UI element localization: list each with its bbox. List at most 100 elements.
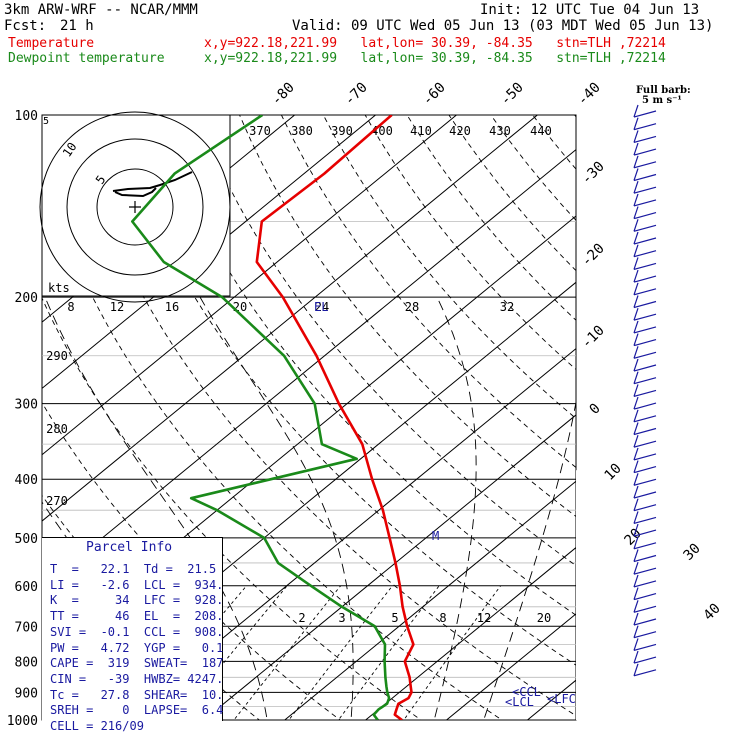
wind-barb-staff	[633, 377, 657, 385]
wind-barb-flag	[633, 257, 639, 270]
wind-barb-flag	[633, 600, 639, 613]
isotherm-label: 40	[701, 601, 724, 624]
mixing-ratio-label: 12	[477, 611, 491, 625]
wind-barb-staff	[633, 529, 657, 537]
ccl-label: <CCL	[512, 685, 541, 699]
parcel-info-row: TT = 46 EL = 208.	[50, 609, 224, 624]
wind-barb-flag	[633, 384, 639, 397]
parcel-info-title: Parcel Info	[86, 540, 173, 555]
dry-adiabat-line	[42, 297, 422, 720]
parcel-info-row: LI = -2.6 LCL = 934.	[50, 577, 224, 592]
fcst-label: Fcst:	[4, 18, 47, 34]
isotherm-label: -70	[342, 80, 371, 109]
wind-barb-flag	[633, 536, 639, 549]
wind-barb-staff	[633, 364, 657, 372]
wind-barb	[633, 409, 657, 423]
wind-barb-flag	[633, 549, 639, 562]
moist-adiabat-line	[199, 296, 354, 720]
barb-legend: Full barb: 5 m s⁻¹	[636, 86, 691, 106]
parcel-info-row: SVI = -0.1 CCL = 908.	[50, 624, 224, 639]
wind-barb	[633, 231, 657, 245]
hodograph-box	[41, 114, 231, 297]
isotherm-line	[42, 149, 576, 589]
hodograph-units: kts	[48, 281, 70, 295]
mixing-ratio-line	[233, 585, 341, 720]
isotherm-label: 0	[587, 401, 604, 418]
temperature-location-info: x,y=922.18,221.99 lat,lon= 30.39, -84.35…	[204, 36, 666, 51]
wind-barb-staff	[633, 504, 657, 512]
pressure-tick-label: 600	[15, 580, 38, 595]
wind-barb-flag	[633, 358, 639, 372]
wind-barb-staff	[633, 491, 657, 499]
wind-barb-flag	[633, 269, 639, 283]
dewpoint-profile-line	[131, 115, 391, 720]
isotherm-label: -80	[269, 80, 298, 109]
wind-barb-staff	[633, 199, 657, 207]
wind-barb-flag	[633, 244, 639, 257]
parcel-info-row: PW = 4.72 YGP = 0.1	[50, 640, 224, 655]
wind-barb-staff	[633, 567, 657, 575]
wind-barb	[633, 308, 657, 321]
wind-barb-flag	[633, 447, 639, 461]
wind-barb-flag	[633, 155, 639, 168]
isotherm-label: 30	[681, 541, 704, 564]
wind-barb-staff	[633, 669, 657, 677]
wind-barb	[633, 460, 657, 474]
wind-barb-staff	[633, 262, 657, 270]
pressure-tick-label: 400	[15, 473, 38, 488]
isotherm-label: -60	[420, 80, 449, 109]
wind-barb	[633, 295, 657, 309]
wind-barb	[633, 663, 657, 677]
wind-barb	[633, 435, 657, 448]
wind-barb-flag	[633, 663, 639, 676]
wind-barb-flag	[633, 320, 639, 334]
wind-barb-staff	[633, 135, 657, 143]
wind-barb-staff	[633, 212, 657, 220]
wind-barb	[633, 206, 657, 220]
wind-barb-flag	[633, 574, 639, 588]
isotherm-line	[122, 347, 576, 720]
dry-adiabat-line	[42, 164, 503, 720]
speed-scale-label: 28	[405, 300, 419, 314]
wind-barb-flag	[633, 638, 639, 651]
wind-barb-staff	[633, 402, 657, 410]
wind-barb	[633, 574, 657, 588]
wind-barb-staff	[633, 313, 657, 321]
hodograph-ring	[96, 168, 174, 246]
wind-barb-flag	[633, 282, 639, 295]
wind-barb-flag	[633, 625, 639, 638]
dry-adiabat-line	[322, 115, 576, 420]
wind-barb-staff	[633, 542, 657, 550]
wind-barb-staff	[633, 618, 657, 626]
parcel-info-row: Tc = 27.8 SHEAR= 10.	[50, 687, 224, 702]
wind-barb	[633, 181, 657, 194]
wind-barb-flag	[633, 562, 639, 575]
mixing-ratio-label: 20	[537, 611, 551, 625]
speed-scale-label: 24	[315, 300, 329, 314]
mixing-ratio-label: 3	[338, 611, 345, 625]
wind-barb-flag	[633, 498, 639, 511]
theta-label: 380	[291, 124, 313, 138]
wind-barb	[633, 485, 657, 499]
wind-barb-flag	[633, 511, 639, 524]
wind-barb-flag	[633, 650, 639, 664]
mixing-ratio-line	[403, 585, 501, 720]
isotherm-line	[42, 115, 458, 456]
wind-barb-flag	[633, 460, 639, 473]
wind-barb-flag	[633, 104, 639, 118]
mixing-ratio-line	[288, 585, 393, 720]
wind-barb	[633, 346, 657, 359]
wind-barb	[633, 473, 657, 486]
wind-barb-staff	[633, 148, 657, 156]
wind-barb	[633, 562, 657, 575]
speed-scale-label: 8	[67, 300, 74, 314]
speed-scale-label: 16	[165, 300, 179, 314]
speed-scale-label: 20	[233, 300, 247, 314]
wind-barb-staff	[633, 250, 657, 258]
pressure-tick-label: 1000	[7, 714, 38, 729]
pressure-tick-label: 300	[15, 398, 38, 413]
isotherm-line	[364, 546, 576, 720]
dewpoint-location-info: x,y=922.18,221.99 lat,lon= 30.39, -84.35…	[204, 51, 666, 66]
parcel-info-rows: T = 22.1 Td = 21.5 LI = -2.6 LCL = 934. K …	[50, 562, 223, 735]
wind-barb-flag	[633, 523, 639, 537]
